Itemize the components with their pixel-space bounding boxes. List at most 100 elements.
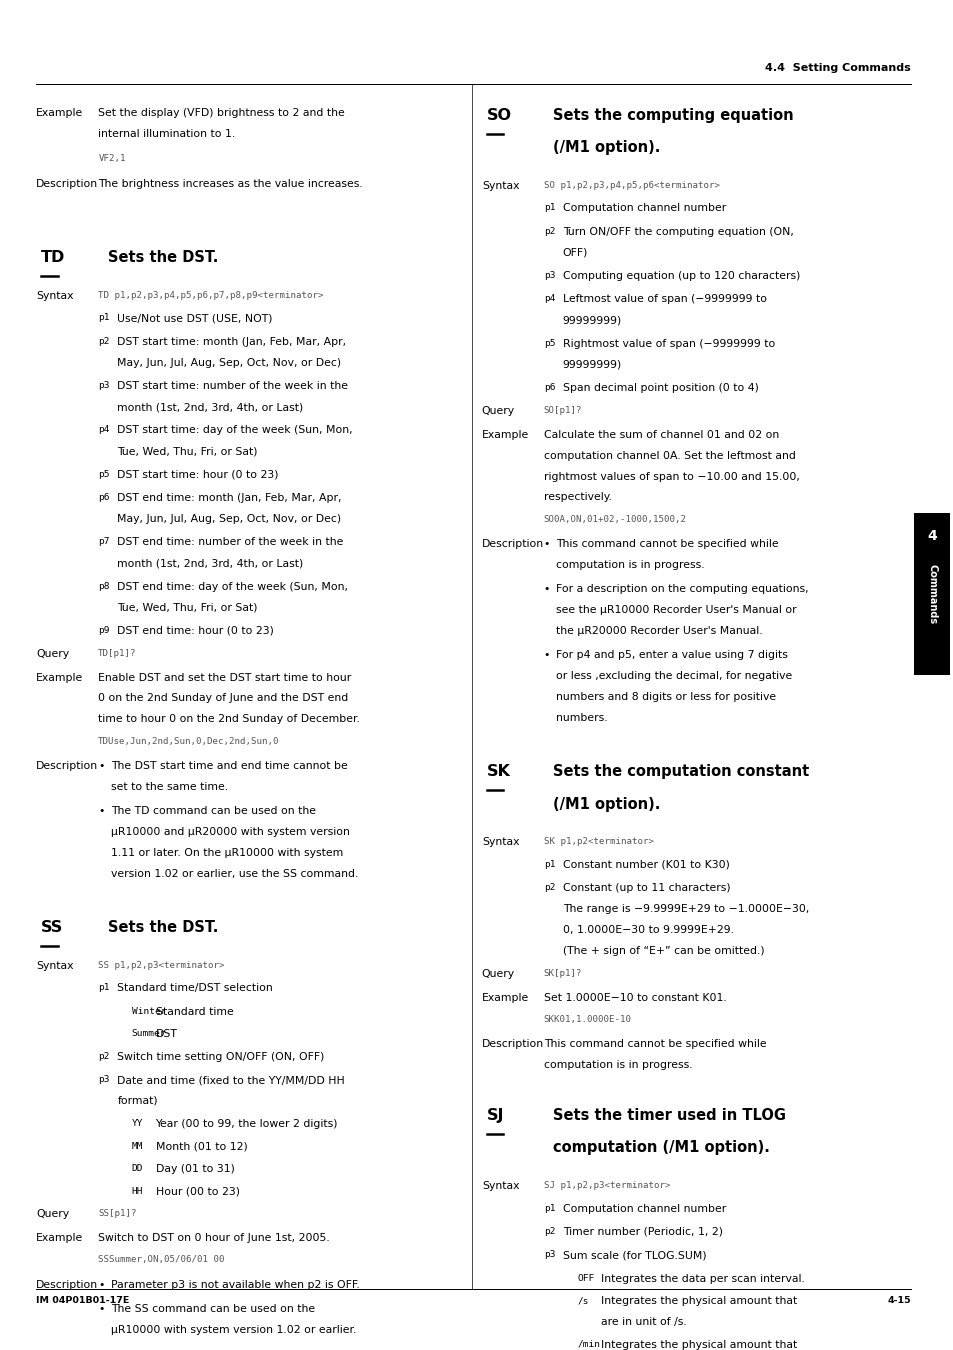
Text: Example: Example [481,992,529,1003]
Text: (/M1 option).: (/M1 option). [553,796,660,811]
Text: month (1st, 2nd, 3rd, 4th, or Last): month (1st, 2nd, 3rd, 4th, or Last) [117,402,303,412]
Text: SS: SS [41,921,63,936]
Text: TDUse,Jun,2nd,Sun,0,Dec,2nd,Sun,0: TDUse,Jun,2nd,Sun,0,Dec,2nd,Sun,0 [98,737,279,747]
Text: p1: p1 [543,204,555,212]
Text: internal illumination to 1.: internal illumination to 1. [98,130,235,139]
Text: computation is in progress.: computation is in progress. [556,560,704,570]
Text: p2: p2 [98,336,110,346]
Text: or less ,excluding the decimal, for negative: or less ,excluding the decimal, for nega… [556,671,792,682]
Text: p1: p1 [98,983,110,992]
Text: Description: Description [481,539,543,549]
Text: rightmost values of span to −10.00 and 15.00,: rightmost values of span to −10.00 and 1… [543,471,799,482]
Text: Standard time/DST selection: Standard time/DST selection [117,983,273,994]
Text: p4: p4 [543,294,555,304]
Text: IM 04P01B01-17E: IM 04P01B01-17E [36,1296,130,1305]
Text: (The + sign of “E+” can be omitted.): (The + sign of “E+” can be omitted.) [562,946,763,956]
Text: The range is −9.9999E+29 to −1.0000E−30,: The range is −9.9999E+29 to −1.0000E−30, [562,904,808,914]
Text: SSSummer,ON,05/06/01 00: SSSummer,ON,05/06/01 00 [98,1256,225,1265]
Text: numbers.: numbers. [556,713,607,724]
Text: TD[p1]?: TD[p1]? [98,649,136,659]
Text: p2: p2 [543,227,555,236]
Text: Switch time setting ON/OFF (ON, OFF): Switch time setting ON/OFF (ON, OFF) [117,1052,324,1061]
Text: p3: p3 [98,381,110,390]
Text: p7: p7 [98,537,110,547]
Text: Syntax: Syntax [481,1181,518,1191]
Text: p5: p5 [98,470,110,479]
Text: The brightness increases as the value increases.: The brightness increases as the value in… [98,178,363,189]
Text: p1: p1 [98,313,110,323]
Text: Turn ON/OFF the computing equation (ON,: Turn ON/OFF the computing equation (ON, [562,227,793,236]
Text: DST end time: hour (0 to 23): DST end time: hour (0 to 23) [117,626,274,636]
Text: TD p1,p2,p3,p4,p5,p6,p7,p8,p9<terminator>: TD p1,p2,p3,p4,p5,p6,p7,p8,p9<terminator… [98,292,323,300]
Text: p8: p8 [98,582,110,590]
Text: Constant (up to 11 characters): Constant (up to 11 characters) [562,883,730,894]
Text: see the μR10000 Recorder User's Manual or: see the μR10000 Recorder User's Manual o… [556,605,796,616]
Text: format): format) [117,1096,158,1106]
Text: Set 1.0000E−10 to constant K01.: Set 1.0000E−10 to constant K01. [543,992,726,1003]
Text: p2: p2 [543,1227,555,1235]
Text: Integrates the data per scan interval.: Integrates the data per scan interval. [600,1273,804,1284]
Text: p6: p6 [98,493,110,502]
Text: p4: p4 [98,425,110,435]
Text: 4: 4 [926,529,936,543]
Text: SK p1,p2<terminator>: SK p1,p2<terminator> [543,837,653,846]
Text: •: • [98,806,105,817]
Text: TD: TD [41,251,66,266]
Text: Example: Example [36,1233,84,1243]
Text: Use/Not use DST (USE, NOT): Use/Not use DST (USE, NOT) [117,313,273,324]
Text: Description: Description [481,1040,543,1049]
Text: DST start time: hour (0 to 23): DST start time: hour (0 to 23) [117,470,278,479]
Text: SK[p1]?: SK[p1]? [543,969,581,979]
Text: 0, 1.0000E−30 to 9.9999E+29.: 0, 1.0000E−30 to 9.9999E+29. [562,925,733,936]
Text: For p4 and p5, enter a value using 7 digits: For p4 and p5, enter a value using 7 dig… [556,651,787,660]
Text: Sets the DST.: Sets the DST. [108,921,218,936]
Text: p9: p9 [98,626,110,634]
Text: Description: Description [36,178,98,189]
Text: SK: SK [486,764,510,779]
Text: Summer: Summer [132,1029,166,1038]
Text: computation is in progress.: computation is in progress. [543,1060,692,1071]
Text: /min: /min [577,1339,599,1349]
Text: DST start time: number of the week in the: DST start time: number of the week in th… [117,381,348,392]
Text: 0 on the 2nd Sunday of June and the DST end: 0 on the 2nd Sunday of June and the DST … [98,694,348,703]
Text: Parameter p3 is not available when p2 is OFF.: Parameter p3 is not available when p2 is… [111,1280,359,1289]
Text: •: • [543,539,550,549]
Text: HH: HH [132,1187,143,1196]
Text: SS p1,p2,p3<terminator>: SS p1,p2,p3<terminator> [98,961,225,969]
Text: Set the display (VFD) brightness to 2 and the: Set the display (VFD) brightness to 2 an… [98,108,345,117]
Text: Syntax: Syntax [481,181,518,190]
Text: SKK01,1.0000E-10: SKK01,1.0000E-10 [543,1015,631,1025]
Text: YY: YY [132,1119,143,1129]
Text: Standard time: Standard time [155,1007,233,1017]
Text: Tue, Wed, Thu, Fri, or Sat): Tue, Wed, Thu, Fri, or Sat) [117,447,257,456]
Text: For a description on the computing equations,: For a description on the computing equat… [556,585,808,594]
Text: MM: MM [132,1142,143,1150]
Text: Sets the computing equation: Sets the computing equation [553,108,793,123]
Text: Sets the DST.: Sets the DST. [108,251,218,266]
Text: are in unit of /s.: are in unit of /s. [600,1318,686,1327]
Text: SJ p1,p2,p3<terminator>: SJ p1,p2,p3<terminator> [543,1181,670,1189]
Text: respectively.: respectively. [543,493,611,502]
Text: Syntax: Syntax [481,837,518,848]
Text: Description: Description [36,1280,98,1289]
Text: Day (01 to 31): Day (01 to 31) [155,1164,234,1174]
Text: The SS command can be used on the: The SS command can be used on the [111,1304,314,1314]
Text: DST start time: day of the week (Sun, Mon,: DST start time: day of the week (Sun, Mo… [117,425,353,436]
Text: OFF: OFF [577,1273,594,1282]
Text: p6: p6 [543,383,555,392]
Text: the μR20000 Recorder User's Manual.: the μR20000 Recorder User's Manual. [556,626,762,636]
Text: Winter: Winter [132,1007,166,1015]
Text: Query: Query [481,969,515,979]
Text: Sum scale (for TLOG.SUM): Sum scale (for TLOG.SUM) [562,1250,706,1261]
Text: computation channel 0A. Set the leftmost and: computation channel 0A. Set the leftmost… [543,451,795,460]
Text: This command cannot be specified while: This command cannot be specified while [543,1040,765,1049]
Text: Syntax: Syntax [36,292,73,301]
Text: •: • [98,1280,105,1289]
Text: p1: p1 [543,1203,555,1212]
Text: month (1st, 2nd, 3rd, 4th, or Last): month (1st, 2nd, 3rd, 4th, or Last) [117,558,303,568]
Text: version 1.02 or earlier, use the SS command.: version 1.02 or earlier, use the SS comm… [111,869,357,879]
Text: May, Jun, Jul, Aug, Sep, Oct, Nov, or Dec): May, Jun, Jul, Aug, Sep, Oct, Nov, or De… [117,514,341,524]
Text: 1.11 or later. On the μR10000 with system: 1.11 or later. On the μR10000 with syste… [111,848,342,859]
Text: •: • [543,651,550,660]
Text: p1: p1 [543,860,555,868]
